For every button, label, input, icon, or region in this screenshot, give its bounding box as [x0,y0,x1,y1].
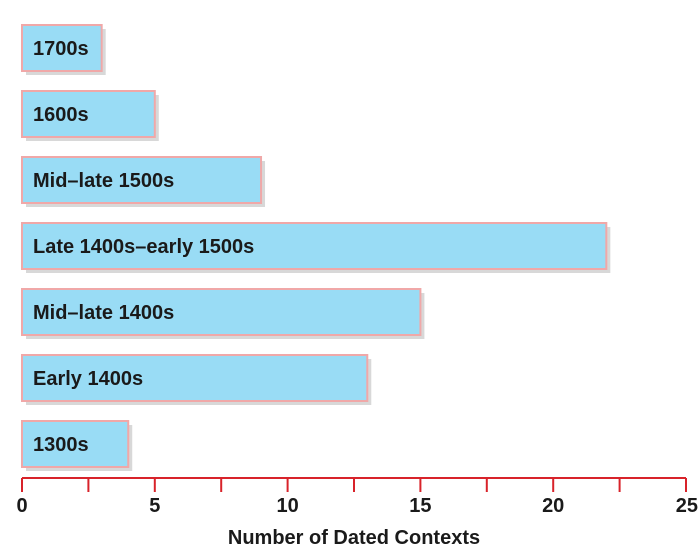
x-axis-tick-label: 20 [542,495,564,517]
bars [21,24,608,468]
x-axis-tick-labels: 0 5 10 15 20 25 [16,495,698,517]
bar [21,420,130,468]
bar-label: Mid–late 1500s [33,170,174,192]
bar-labels: 1700s 1600s Mid–late 1500s Late 1400s–early… [33,38,254,456]
bar [21,354,369,402]
x-axis-tick-label: 15 [409,495,431,517]
bar [21,156,263,204]
bar-label: Late 1400s–early 1500s [33,236,254,258]
bar [21,288,422,336]
bar-label: Early 1400s [33,368,143,390]
bar-label: Mid–late 1400s [33,302,174,324]
x-axis: 0 5 10 15 20 25 [16,477,698,517]
x-axis-tick-label: 10 [276,495,298,517]
bar [21,222,608,270]
bar-label: 1300s [33,434,89,456]
bar-label: 1700s [33,38,89,60]
x-axis-tick-label: 25 [676,495,698,517]
x-axis-tick-label: 0 [16,495,27,517]
bar-label: 1600s [33,104,89,126]
x-axis-ticks [21,478,687,492]
bar [21,90,156,138]
x-axis-tick-label: 5 [149,495,160,517]
bar [21,24,103,72]
x-axis-title: Number of Dated Contexts [228,527,480,549]
